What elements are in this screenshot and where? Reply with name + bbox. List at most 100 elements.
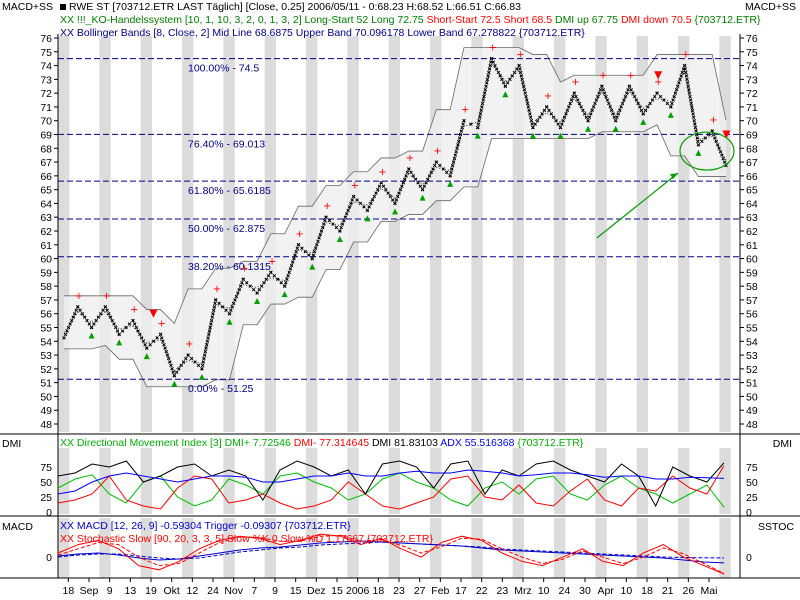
pnf-box (582, 112, 587, 116)
pnf-box (372, 194, 377, 199)
background-stripe (678, 36, 690, 432)
pnf-box (257, 287, 262, 292)
pnf-box (169, 363, 173, 368)
pnf-box (286, 274, 290, 278)
x-tick-label: 18 (372, 585, 384, 597)
pnf-box (367, 205, 371, 209)
pnf-box (535, 118, 540, 123)
fib-label: 76.40% - 69.013 (188, 138, 265, 150)
pnf-box (601, 87, 606, 92)
dmi-y-tick-label: 25 (40, 492, 52, 504)
pnf-box (525, 98, 529, 102)
pnf-box (695, 136, 699, 140)
pnf-box (251, 287, 256, 292)
pnf-box (172, 373, 177, 378)
pnf-box (674, 87, 679, 92)
y-tick-label: 56 (40, 309, 52, 321)
pnf-box (427, 174, 432, 178)
pnf-box (683, 67, 687, 71)
pnf-box (707, 132, 711, 137)
pnf-box (638, 105, 642, 109)
pnf-box (390, 198, 395, 202)
pnf-box (311, 253, 316, 257)
pnf-box (276, 277, 280, 282)
pnf-box (369, 201, 373, 206)
pnf-box (76, 305, 80, 309)
kosystem-dmi-up: DMI up 67.75 (552, 14, 621, 26)
pnf-box (575, 98, 580, 102)
pnf-box (293, 253, 297, 257)
pnf-box (690, 108, 695, 113)
pnf-box (296, 243, 301, 247)
dmi-y-tick-label: 50 (40, 477, 52, 489)
pnf-box (351, 194, 356, 199)
pnf-box (547, 108, 551, 113)
pnf-box (648, 101, 652, 106)
pnf-box (665, 101, 670, 106)
header-symbol-icon (60, 4, 66, 10)
background-stripe (512, 518, 525, 578)
pnf-box (616, 112, 621, 116)
dmi-label: DMI 81.83103 (369, 437, 441, 449)
pnf-box (453, 153, 458, 157)
x-tick-label: 19 (145, 585, 157, 597)
pnf-box (186, 353, 190, 357)
pnf-box (74, 308, 79, 313)
pnf-box (269, 270, 273, 275)
pnf-box (289, 263, 294, 268)
x-tick-label: 27 (414, 585, 426, 597)
pnf-box (338, 229, 342, 233)
pnf-box (478, 115, 482, 120)
pnf-box (264, 277, 269, 282)
pnf-box (510, 74, 514, 78)
pnf-box (108, 315, 113, 319)
fib-label: 100.00% - 74.5 (188, 63, 259, 75)
pnf-box (171, 370, 175, 375)
long-signal-marker (447, 180, 454, 187)
background-stripe (636, 448, 649, 514)
macd-header: XX MACD [12, 26, 9] -0.59304 Trigger -0.… (60, 520, 351, 532)
pnf-box (717, 146, 721, 151)
pnf-box (462, 118, 466, 123)
pnf-box (284, 280, 288, 285)
pnf-box (294, 249, 298, 254)
y-tick-label: 68 (40, 143, 52, 155)
plus-marker: + (626, 70, 634, 81)
pnf-box (540, 112, 544, 116)
pnf-box (340, 222, 345, 226)
pnf-box (632, 94, 637, 99)
pnf-box (524, 94, 528, 99)
y-tick-label: 65 (746, 185, 758, 197)
x-tick-label: 21 (662, 585, 674, 597)
pnf-box (339, 225, 343, 230)
pnf-box (574, 94, 578, 99)
pnf-box (210, 315, 215, 319)
pnf-box (554, 118, 558, 123)
dmi-y-tick-label: 50 (746, 477, 758, 489)
pnf-box (255, 291, 259, 295)
background-stripe (430, 36, 442, 432)
pnf-box (696, 139, 700, 144)
pnf-box (700, 139, 704, 144)
y-tick-label: 74 (40, 61, 52, 73)
y-tick-label: 69 (40, 130, 52, 142)
pnf-box (721, 156, 725, 161)
y-tick-label: 51 (40, 378, 52, 390)
background-stripe (554, 448, 566, 514)
pnf-box (120, 329, 125, 333)
pnf-box (205, 339, 210, 344)
pnf-box (379, 180, 383, 185)
pnf-box (450, 163, 455, 168)
background-stripe (182, 36, 194, 432)
pnf-box (236, 291, 240, 295)
pnf-box (432, 163, 437, 168)
pnf-box (388, 194, 393, 199)
pnf-box (139, 336, 144, 340)
pnf-box (508, 77, 512, 82)
title-left: MACD+SS (2, 1, 54, 13)
y-tick-label: 56 (746, 309, 758, 321)
x-tick-label: Feb (431, 585, 449, 597)
pnf-box (639, 108, 644, 113)
y-tick-label: 75 (40, 47, 52, 59)
pnf-box (184, 356, 188, 361)
